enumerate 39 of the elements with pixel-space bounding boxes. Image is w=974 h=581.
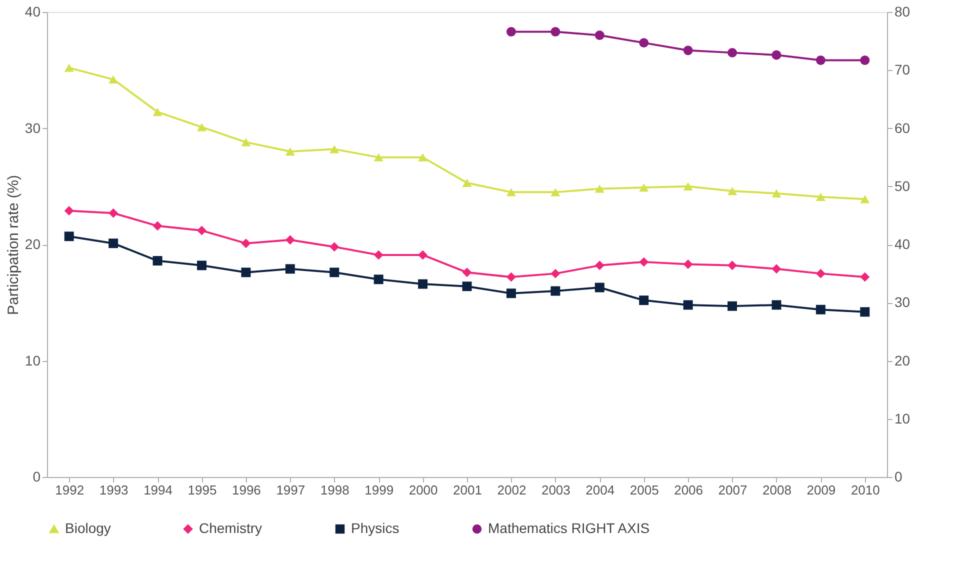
x-tick-label: 2001 <box>453 482 482 498</box>
point <box>860 195 870 204</box>
y-tick-label: 30 <box>24 120 41 136</box>
y2-tick-label: 10 <box>894 410 910 426</box>
y2-tick-label: 80 <box>894 4 910 20</box>
y-tick-label: 40 <box>24 4 41 20</box>
legend-label: Chemistry <box>199 520 262 536</box>
x-tick-label: 1999 <box>364 482 394 498</box>
x-tick-label: 2007 <box>718 482 748 498</box>
x-tick-label: 1998 <box>320 482 350 498</box>
x-tick-label: 1996 <box>232 482 261 498</box>
x-tick-label: 2008 <box>762 482 792 498</box>
y-axis-title: Participation rate (%) <box>4 174 22 316</box>
y2-tick-label: 0 <box>894 468 902 484</box>
y2-tick-label: 40 <box>894 236 910 252</box>
y-tick-label: 20 <box>24 236 41 252</box>
y-tick-label: 10 <box>24 352 41 368</box>
y-tick-label: 0 <box>32 468 41 484</box>
x-tick-label: 2000 <box>408 482 438 498</box>
x-tick-label: 2006 <box>674 482 704 498</box>
x-tick-label: 2005 <box>630 482 659 498</box>
x-tick-label: 1997 <box>276 482 306 498</box>
x-tick-label: 2009 <box>806 482 836 498</box>
y2-tick-label: 70 <box>894 62 910 78</box>
x-tick-label: 1995 <box>188 482 217 498</box>
x-tick-label: 1992 <box>55 482 84 498</box>
x-tick-label: 2003 <box>541 482 570 498</box>
x-tick-label: 2002 <box>497 482 526 498</box>
x-tick-label: 1994 <box>144 482 172 498</box>
legend-label: Physics <box>351 520 400 536</box>
y2-tick-label: 50 <box>894 178 910 194</box>
x-tick-label: 2004 <box>586 482 615 498</box>
legend-label: Biology <box>65 520 111 536</box>
y2-tick-label: 30 <box>894 294 910 310</box>
x-tick-label: 2010 <box>850 482 880 498</box>
y2-tick-label: 20 <box>894 352 910 368</box>
x-tick-label: 1993 <box>99 482 128 498</box>
y2-tick-label: 60 <box>894 120 910 136</box>
legend-label: Mathematics RIGHT AXIS <box>488 520 650 536</box>
